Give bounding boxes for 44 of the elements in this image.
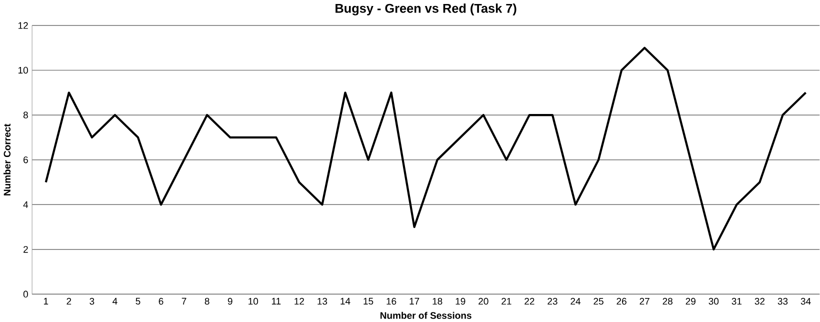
x-tick-label: 9 [228,298,232,304]
y-tick-label: 10 [18,66,28,74]
x-tick-label: 27 [640,298,650,304]
x-tick-label: 26 [616,298,626,304]
y-tick-label: 12 [18,22,28,29]
x-tick-label: 11 [272,298,281,304]
x-tick-label: 14 [340,298,350,304]
x-tick-label: 25 [594,298,604,304]
x-tick-label: 7 [182,298,186,304]
y-axis-title: Number Correct [4,124,11,196]
x-tick-label: 31 [732,298,742,304]
x-tick-label: 34 [800,298,811,304]
x-tick-label: 4 [112,298,118,304]
x-tick-label: 15 [364,298,374,304]
x-tick-label: 33 [778,298,788,304]
y-tick-label: 0 [23,290,28,298]
x-tick-label: 24 [570,298,580,304]
y-tick-label: 4 [23,201,28,208]
x-tick-label: 5 [136,298,140,304]
chart-title: Bugsy - Green vs Red (Task 7) [336,3,516,16]
x-tick-label: 22 [524,298,534,304]
x-tick-label: 21 [502,298,512,304]
x-tick-label: 19 [456,298,466,304]
x-tick-label: 29 [686,298,696,304]
y-tick-label: 8 [23,111,28,118]
x-tick-label: 10 [248,298,258,304]
x-tick-label: 8 [204,298,210,304]
x-tick-label: 20 [478,298,488,304]
x-tick-label: 6 [158,298,164,304]
x-tick-label: 18 [432,298,442,304]
x-tick-label: 1 [44,298,48,304]
x-tick-label: 17 [410,298,420,304]
x-tick-label: 30 [708,298,719,304]
y-tick-label: 2 [24,246,28,253]
x-tick-label: 12 [294,298,304,304]
x-tick-label: 3 [90,298,94,304]
x-tick-label: 32 [754,298,765,304]
x-tick-label: 23 [548,298,558,304]
x-tick-label: 13 [318,298,328,304]
x-axis-title: Number of Sessions [380,312,472,319]
x-tick-label: 2 [66,298,72,304]
x-tick-label: 28 [662,298,672,304]
x-tick-label: 16 [386,298,396,304]
y-tick-label: 6 [24,156,28,164]
